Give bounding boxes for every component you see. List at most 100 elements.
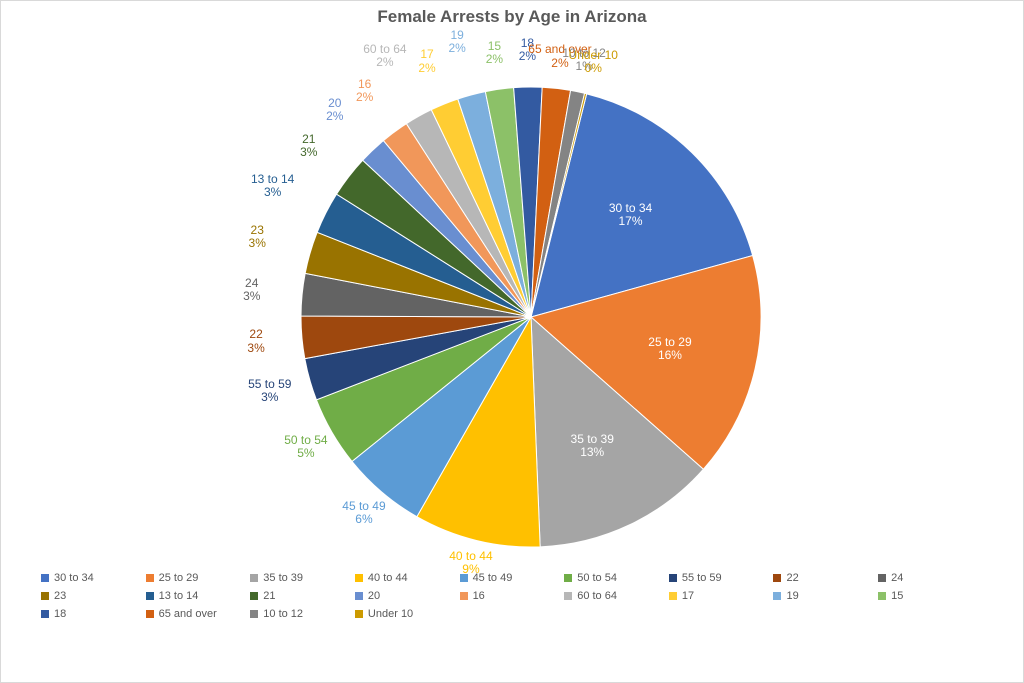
slice-label: 13 to 143%: [251, 172, 294, 198]
slice-label-pct: 3%: [261, 390, 278, 404]
slice-label-name: 55 to 59: [248, 377, 291, 391]
legend-swatch: [669, 574, 677, 582]
slice-label: 50 to 545%: [284, 434, 327, 460]
slice-label-pct: 17%: [618, 214, 642, 228]
slice-label: 243%: [243, 276, 260, 302]
slice-label-pct: 2%: [326, 109, 343, 123]
slice-label-pct: 6%: [355, 512, 372, 526]
legend-item: 30 to 34: [41, 572, 146, 584]
slice-label: 192%: [448, 28, 465, 54]
legend-item: 23: [41, 590, 146, 602]
slice-label-pct: 9%: [462, 562, 479, 576]
legend-item: 65 and over: [146, 608, 251, 620]
legend-item: 13 to 14: [146, 590, 251, 602]
slice-label-name: 22: [249, 327, 262, 341]
legend-item: Under 10: [355, 608, 460, 620]
legend-label: 50 to 54: [577, 572, 617, 584]
legend-item: 55 to 59: [669, 572, 774, 584]
legend-swatch: [41, 610, 49, 618]
slice-label: 45 to 496%: [342, 500, 385, 526]
slice-label-name: 15: [488, 39, 501, 53]
slice-label: 152%: [486, 40, 503, 66]
slice-label-pct: 2%: [486, 52, 503, 66]
chart-title: Female Arrests by Age in Arizona: [1, 1, 1023, 27]
legend-label: 13 to 14: [159, 590, 199, 602]
legend-item: 50 to 54: [564, 572, 669, 584]
legend-label: 10 to 12: [263, 608, 303, 620]
legend-item: 10 to 12: [250, 608, 355, 620]
slice-label-name: 23: [251, 223, 264, 237]
legend-label: 25 to 29: [159, 572, 199, 584]
legend-label: 55 to 59: [682, 572, 722, 584]
legend-swatch: [669, 592, 677, 600]
slice-label: 35 to 3913%: [571, 433, 614, 459]
legend-label: 17: [682, 590, 694, 602]
slice-label-name: 25 to 29: [648, 335, 691, 349]
legend-label: Under 10: [368, 608, 413, 620]
legend-label: 60 to 64: [577, 590, 617, 602]
legend-item: 25 to 29: [146, 572, 251, 584]
legend-item: 35 to 39: [250, 572, 355, 584]
legend-swatch: [564, 592, 572, 600]
legend-swatch: [355, 574, 363, 582]
slice-label-pct: 3%: [300, 145, 317, 159]
slice-label-name: Under 10: [569, 48, 618, 62]
slice-label-pct: 2%: [356, 90, 373, 104]
slice-label: 25 to 2916%: [648, 336, 691, 362]
slice-label-name: 20: [328, 96, 341, 110]
legend-label: 18: [54, 608, 66, 620]
legend-label: 35 to 39: [263, 572, 303, 584]
slice-label-name: 30 to 34: [609, 201, 652, 215]
slice-label: Under 100%: [569, 49, 618, 75]
legend: 30 to 3425 to 2935 to 3940 to 4445 to 49…: [1, 572, 1023, 626]
slice-label-pct: 2%: [376, 55, 393, 69]
legend-swatch: [250, 610, 258, 618]
legend-item: 20: [355, 590, 460, 602]
slice-label-pct: 16%: [658, 348, 682, 362]
legend-label: 21: [263, 590, 275, 602]
legend-swatch: [355, 610, 363, 618]
slice-label-pct: 3%: [243, 289, 260, 303]
slice-label-name: 45 to 49: [342, 499, 385, 513]
slice-label-name: 17: [420, 47, 433, 61]
legend-label: 15: [891, 590, 903, 602]
slice-label-pct: 3%: [247, 340, 264, 354]
slice-label-name: 35 to 39: [571, 432, 614, 446]
legend-item: 22: [773, 572, 878, 584]
slice-label-pct: 13%: [580, 445, 604, 459]
slice-label-name: 19: [450, 27, 463, 41]
legend-item: 15: [878, 590, 983, 602]
slice-label: 223%: [247, 328, 264, 354]
legend-grid: 30 to 3425 to 2935 to 3940 to 4445 to 49…: [41, 572, 983, 620]
legend-item: 24: [878, 572, 983, 584]
legend-swatch: [250, 592, 258, 600]
legend-label: 23: [54, 590, 66, 602]
legend-item: 19: [773, 590, 878, 602]
legend-item: 40 to 44: [355, 572, 460, 584]
pie-plot: 30 to 3417% 25 to 2916% 35 to 3913% 40 to 4…: [1, 27, 1023, 572]
legend-label: 22: [786, 572, 798, 584]
slice-label-name: 21: [302, 132, 315, 146]
pie-svg: [1, 27, 1024, 572]
legend-swatch: [773, 574, 781, 582]
legend-item: 17: [669, 590, 774, 602]
legend-swatch: [250, 574, 258, 582]
legend-swatch: [878, 574, 886, 582]
legend-item: 21: [250, 590, 355, 602]
legend-item: 60 to 64: [564, 590, 669, 602]
slice-label: 202%: [326, 97, 343, 123]
legend-swatch: [146, 610, 154, 618]
slice-label: 213%: [300, 133, 317, 159]
slice-label-pct: 0%: [585, 61, 602, 75]
slice-label-pct: 5%: [297, 446, 314, 460]
slice-label-pct: 3%: [249, 236, 266, 250]
slice-label-name: 50 to 54: [284, 433, 327, 447]
legend-label: 20: [368, 590, 380, 602]
slice-label-name: 16: [358, 77, 371, 91]
slice-label: 60 to 642%: [363, 43, 406, 69]
slice-label-name: 40 to 44: [449, 549, 492, 563]
slice-label: 233%: [249, 224, 266, 250]
legend-swatch: [146, 592, 154, 600]
legend-label: 65 and over: [159, 608, 217, 620]
legend-swatch: [773, 592, 781, 600]
